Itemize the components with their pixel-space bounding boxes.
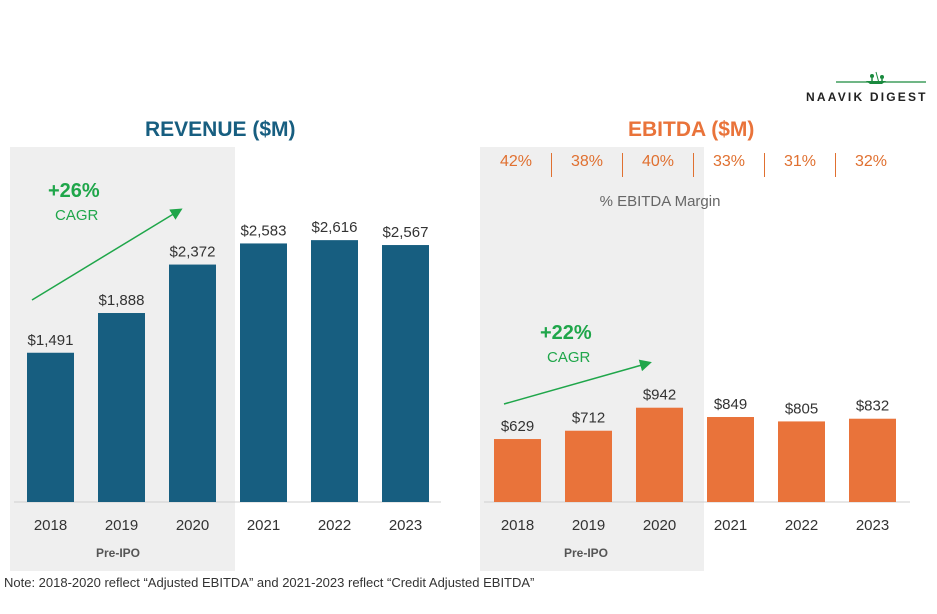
ebitda-bar-2023 [849, 418, 896, 502]
ebitda-bar-2018 [494, 439, 541, 502]
ebitda-value-label: $942 [643, 387, 676, 404]
ebitda-x-tick-label: 2023 [856, 517, 889, 534]
brand-logo: NAAVIK DIGEST [806, 68, 931, 108]
revenue-cagr-label: CAGR [55, 207, 99, 224]
margin-2020: 40% [641, 153, 675, 170]
revenue-x-tick-label: 2023 [389, 517, 422, 534]
ebitda-margins-row: 42% 38% 40% 33% 31% 32% [480, 153, 910, 179]
ebitda-title: EBITDA ($M) [628, 118, 755, 141]
revenue-cagr-value: +26% [48, 180, 100, 202]
revenue-x-tick-label: 2018 [34, 517, 67, 534]
revenue-preipo-label: Pre-IPO [96, 546, 141, 560]
revenue-bar-2023 [382, 245, 429, 502]
margin-2019: 38% [570, 153, 604, 170]
ebitda-bar-2021 [707, 417, 754, 502]
margin-divider [622, 153, 623, 177]
ebitda-margin-label: % EBITDA Margin [599, 193, 721, 210]
ebitda-value-label: $832 [856, 398, 889, 415]
margin-divider [835, 153, 836, 177]
margin-2018: 42% [499, 153, 533, 170]
footnote: Note: 2018-2020 reflect “Adjusted EBITDA… [4, 575, 535, 590]
ebitda-x-tick-label: 2018 [501, 517, 534, 534]
revenue-bar-2020 [169, 264, 216, 502]
margin-2022: 31% [783, 153, 817, 170]
ebitda-cagr-value: +22% [540, 322, 592, 344]
ebitda-bar-2019 [565, 430, 612, 502]
ebitda-x-tick-label: 2019 [572, 517, 605, 534]
revenue-cagr-arrow [31, 208, 183, 301]
margin-divider [551, 153, 552, 177]
revenue-value-label: $2,616 [312, 219, 358, 236]
revenue-value-label: $2,567 [383, 224, 429, 241]
revenue-bar-2019 [98, 313, 145, 502]
revenue-bar-2021 [240, 243, 287, 502]
margin-divider [693, 153, 694, 177]
ebitda-value-label: $849 [714, 396, 747, 413]
revenue-value-label: $2,372 [170, 244, 216, 261]
revenue-x-tick-label: 2021 [247, 517, 280, 534]
revenue-title: REVENUE ($M) [145, 118, 296, 141]
ebitda-x-tick-label: 2021 [714, 517, 747, 534]
boat-logo-icon [836, 71, 926, 84]
ebitda-preipo-label: Pre-IPO [564, 546, 609, 560]
margin-2021: 33% [712, 153, 746, 170]
brand-name: NAAVIK DIGEST [806, 90, 928, 104]
ebitda-cagr-label: CAGR [547, 349, 591, 366]
revenue-value-label: $2,583 [241, 222, 287, 239]
revenue-bar-2022 [311, 240, 358, 502]
ebitda-cagr-arrow [503, 359, 652, 405]
ebitda-x-tick-label: 2022 [785, 517, 818, 534]
ebitda-value-label: $629 [501, 418, 534, 435]
margin-2023: 32% [854, 153, 888, 170]
ebitda-value-label: $712 [572, 410, 605, 427]
revenue-bar-2018 [27, 352, 74, 502]
ebitda-x-tick-label: 2020 [643, 517, 676, 534]
ebitda-bar-2020 [636, 407, 683, 502]
ebitda-value-label: $805 [785, 400, 818, 417]
ebitda-bar-2022 [778, 421, 825, 502]
revenue-x-tick-label: 2019 [105, 517, 138, 534]
revenue-x-tick-label: 2022 [318, 517, 351, 534]
revenue-x-tick-label: 2020 [176, 517, 209, 534]
revenue-value-label: $1,888 [99, 292, 145, 309]
margin-divider [764, 153, 765, 177]
revenue-value-label: $1,491 [28, 332, 74, 349]
